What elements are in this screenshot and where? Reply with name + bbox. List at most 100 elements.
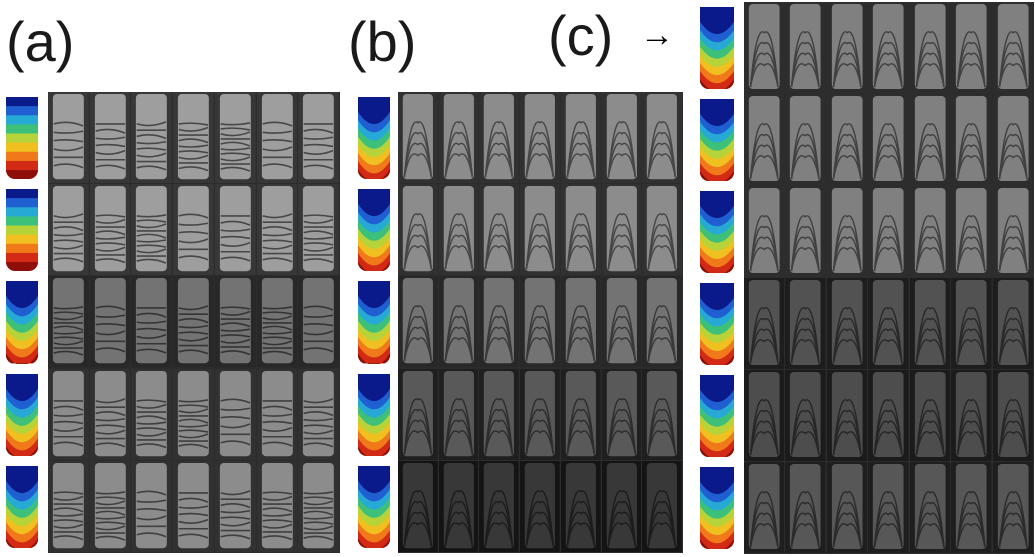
- micrograph-cell: [298, 368, 339, 460]
- micrograph-cell: [744, 278, 785, 369]
- micrograph-cell: [785, 94, 826, 185]
- micrograph-cell: [479, 92, 520, 184]
- micrograph-cell: [642, 92, 682, 184]
- micrograph-cell: [642, 276, 682, 368]
- micrograph-cell: [909, 2, 951, 93]
- simulation-thumbnail: [700, 99, 734, 181]
- micrograph-cell: [479, 460, 520, 552]
- micrograph-cell: [214, 460, 256, 552]
- micrograph-cell: [560, 92, 601, 184]
- simulation-thumbnail: [700, 191, 734, 273]
- micrograph-grid-c: [744, 2, 1034, 554]
- micrograph-cell: [868, 278, 909, 369]
- micrograph-cell: [744, 94, 785, 185]
- simulation-thumbnail: [700, 7, 734, 89]
- micrograph-cell: [398, 460, 438, 552]
- micrograph-cell: [131, 460, 173, 552]
- micrograph-cell: [744, 370, 785, 461]
- micrograph-cell: [48, 92, 89, 184]
- micrograph-cell: [214, 276, 256, 368]
- micrograph-cell: [48, 184, 89, 276]
- simulation-thumbnail: [358, 189, 390, 272]
- micrograph-cell: [826, 186, 868, 277]
- micrograph-cell: [601, 368, 642, 460]
- micrograph-cell: [826, 462, 868, 553]
- micrograph-cell: [438, 92, 479, 184]
- micrograph-cell: [909, 278, 951, 369]
- micrograph-cell: [89, 92, 131, 184]
- micrograph-cell: [992, 462, 1033, 553]
- micrograph-cell: [560, 460, 601, 552]
- micrograph-cell: [214, 92, 256, 184]
- micrograph-cell: [131, 276, 173, 368]
- micrograph-cell: [398, 92, 438, 184]
- panel-label-a: (a): [6, 10, 75, 73]
- simulation-thumbnail: [700, 467, 734, 549]
- simulation-thumbnail: [6, 373, 38, 456]
- micrograph-cell: [826, 2, 868, 93]
- simulation-thumbnail: [358, 465, 390, 548]
- micrograph-cell: [909, 94, 951, 185]
- micrograph-cell: [909, 186, 951, 277]
- micrograph-cell: [173, 460, 214, 552]
- micrograph-cell: [173, 276, 214, 368]
- micrograph-cell: [601, 184, 642, 276]
- micrograph-cell: [438, 184, 479, 276]
- micrograph-cell: [951, 370, 992, 461]
- micrograph-cell: [298, 92, 339, 184]
- simulation-thumbnail: [6, 189, 38, 272]
- micrograph-cell: [992, 94, 1033, 185]
- micrograph-cell: [992, 186, 1033, 277]
- micrograph-cell: [560, 184, 601, 276]
- micrograph-cell: [560, 368, 601, 460]
- micrograph-cell: [744, 2, 785, 93]
- micrograph-cell: [89, 276, 131, 368]
- micrograph-cell: [951, 2, 992, 93]
- micrograph-cell: [298, 184, 339, 276]
- micrograph-cell: [642, 460, 682, 552]
- micrograph-cell: [131, 368, 173, 460]
- micrograph-cell: [520, 92, 560, 184]
- micrograph-cell: [951, 462, 992, 553]
- simulation-thumbnail: [700, 283, 734, 365]
- micrograph-cell: [520, 368, 560, 460]
- micrograph-cell: [601, 460, 642, 552]
- micrograph-cell: [48, 460, 89, 552]
- micrograph-cell: [479, 276, 520, 368]
- micrograph-cell: [951, 94, 992, 185]
- micrograph-cell: [256, 92, 298, 184]
- micrograph-cell: [826, 370, 868, 461]
- micrograph-cell: [868, 94, 909, 185]
- micrograph-cell: [868, 186, 909, 277]
- micrograph-cell: [131, 184, 173, 276]
- micrograph-cell: [785, 370, 826, 461]
- micrograph-cell: [398, 368, 438, 460]
- micrograph-cell: [868, 370, 909, 461]
- simulation-thumbnail: [6, 97, 38, 180]
- micrograph-cell: [89, 184, 131, 276]
- micrograph-cell: [785, 2, 826, 93]
- micrograph-cell: [173, 184, 214, 276]
- micrograph-cell: [992, 370, 1033, 461]
- micrograph-cell: [785, 278, 826, 369]
- micrograph-cell: [298, 276, 339, 368]
- micrograph-cell: [214, 184, 256, 276]
- simulation-thumbnail: [358, 97, 390, 180]
- arrow-icon: →: [640, 16, 674, 54]
- micrograph-cell: [438, 368, 479, 460]
- micrograph-cell: [601, 276, 642, 368]
- micrograph-cell: [951, 278, 992, 369]
- micrograph-cell: [89, 460, 131, 552]
- micrograph-cell: [601, 92, 642, 184]
- micrograph-cell: [951, 186, 992, 277]
- micrograph-cell: [868, 2, 909, 93]
- micrograph-cell: [785, 186, 826, 277]
- micrograph-cell: [560, 276, 601, 368]
- micrograph-cell: [520, 460, 560, 552]
- micrograph-cell: [642, 184, 682, 276]
- micrograph-cell: [826, 94, 868, 185]
- micrograph-cell: [744, 462, 785, 553]
- micrograph-cell: [992, 2, 1033, 93]
- micrograph-cell: [173, 368, 214, 460]
- micrograph-cell: [173, 92, 214, 184]
